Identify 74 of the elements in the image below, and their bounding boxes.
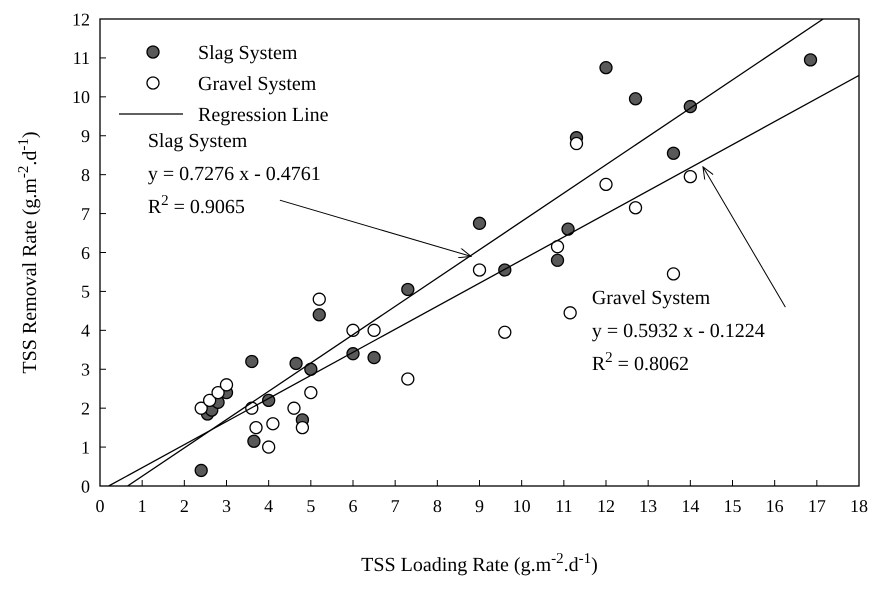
x-tick-label: 4 (264, 496, 274, 516)
x-tick-label: 7 (390, 496, 400, 516)
point (472, 216, 486, 230)
annotation: Slag System y = 0.7276 x - 0.4761 R$^{2}$ = 0.9065 (148, 130, 321, 218)
y-tick-label: 7 (81, 204, 90, 224)
legend-label: Regression Line (198, 104, 329, 126)
point (202, 394, 216, 408)
point (804, 53, 818, 67)
y-tick-label: 11 (72, 48, 90, 68)
x-tick-label: 12 (597, 496, 615, 516)
point (561, 222, 575, 236)
y-tick-label: 10 (72, 87, 90, 108)
y-tick-label: 9 (81, 126, 90, 146)
x-tick-label: 8 (432, 496, 442, 516)
point (211, 386, 225, 400)
point (247, 434, 261, 448)
x-tick-label: 3 (222, 496, 231, 516)
x-tick-label: 0 (96, 496, 104, 516)
point (401, 372, 414, 386)
point (628, 201, 642, 214)
point (472, 263, 486, 277)
x-tick-label: 9 (475, 496, 484, 516)
legend-label: Gravel System (198, 73, 317, 95)
point (550, 240, 564, 254)
y-tick-label: 4 (81, 320, 90, 341)
point (570, 136, 584, 150)
x-tick-label: 1 (138, 496, 147, 516)
point (220, 378, 234, 392)
point (367, 350, 381, 364)
x-tick-label: 15 (724, 496, 742, 516)
point (367, 324, 381, 337)
point (296, 420, 310, 434)
x-axis-title: TSS Loading Rate (g.m$^{-2}$.d$^{-1}$) (361, 551, 598, 576)
point (249, 420, 263, 434)
x-tick-label: 13 (639, 496, 658, 516)
point (550, 254, 564, 267)
y-tick-label: 3 (81, 360, 90, 380)
point (194, 464, 208, 478)
point (666, 146, 680, 160)
y-tick-label: 5 (81, 282, 90, 302)
y-tick-label: 6 (81, 242, 90, 263)
y-tick-label: 0 (81, 476, 90, 496)
x-tick-label: 10 (512, 496, 531, 516)
x-tick-label: 11 (555, 496, 573, 516)
point (684, 170, 697, 184)
x-tick-label: 17 (808, 496, 826, 516)
point (599, 178, 613, 192)
point (599, 60, 613, 74)
y-tick-label: 2 (81, 398, 90, 418)
x-tick-label: 2 (180, 496, 189, 516)
point (666, 267, 680, 281)
point (245, 354, 258, 368)
point (312, 308, 326, 322)
point (266, 417, 280, 430)
y-tick-label: 12 (72, 9, 90, 30)
legend-label: Slag System (198, 42, 298, 64)
point (287, 402, 301, 415)
y-tick-label: 8 (81, 164, 90, 185)
point (312, 292, 326, 306)
point (304, 386, 318, 400)
x-tick-label: 14 (681, 496, 700, 516)
point (194, 402, 208, 415)
point (564, 306, 577, 320)
point (289, 356, 303, 370)
x-tick-label: 18 (850, 496, 868, 516)
annotation: Gravel System y = 0.5932 x - 0.1224 R$^{2}$ = 0.8062 (592, 286, 765, 375)
point (262, 440, 276, 454)
point (628, 92, 642, 106)
point (498, 326, 512, 339)
point (401, 282, 414, 296)
y-tick-label: 1 (81, 437, 90, 458)
x-tick-label: 6 (348, 496, 358, 516)
x-tick-label: 16 (766, 496, 784, 516)
x-tick-label: 5 (306, 496, 316, 516)
